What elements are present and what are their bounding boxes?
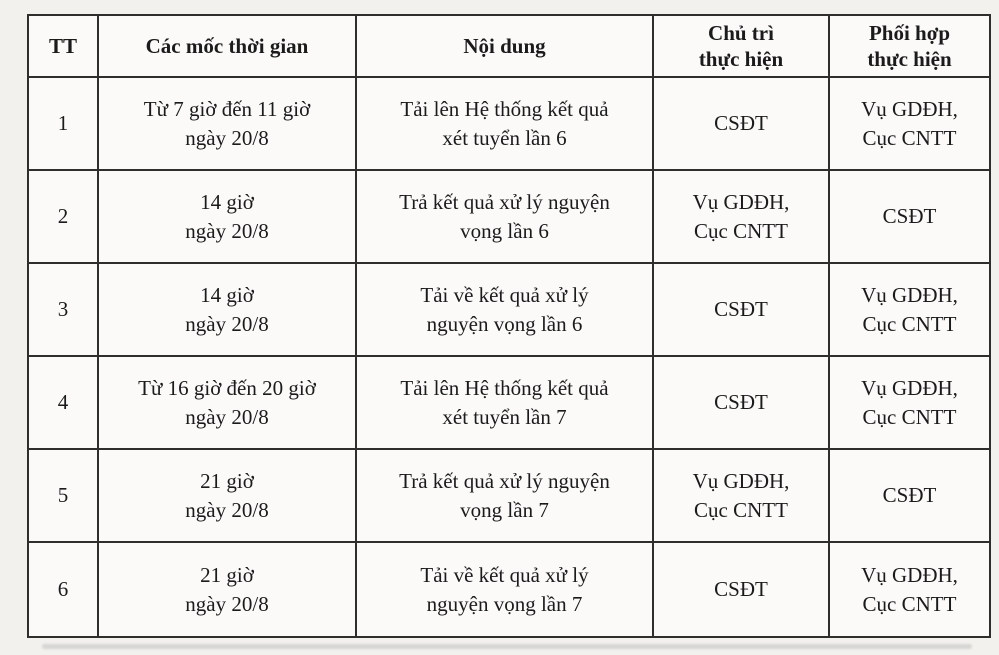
cell-lead: CSĐT [652,355,830,450]
table-header-row: TT Các mốc thời gian Nội dung Chủ trì th… [27,14,991,78]
cell-content: Tải về kết quả xử lý nguyện vọng lần 6 [355,262,654,357]
cell-lead: CSĐT [652,76,830,171]
table-row: 5 21 giờ ngày 20/8 Trả kết quả xử lý ngu… [27,448,991,543]
cell-content: Tải về kết quả xử lý nguyện vọng lần 7 [355,541,654,638]
header-cell-tt: TT [27,14,99,78]
header-cell-content: Nội dung [355,14,654,78]
cell-time: Từ 7 giờ đến 11 giờ ngày 20/8 [97,76,357,171]
cell-content: Trả kết quả xử lý nguyện vọng lần 7 [355,448,654,543]
cell-tt: 3 [27,262,99,357]
cell-support: Vụ GDĐH, Cục CNTT [828,76,991,171]
cell-time: 14 giờ ngày 20/8 [97,262,357,357]
cell-content: Trả kết quả xử lý nguyện vọng lần 6 [355,169,654,264]
cell-tt: 1 [27,76,99,171]
cell-time: 21 giờ ngày 20/8 [97,448,357,543]
schedule-table-container: TT Các mốc thời gian Nội dung Chủ trì th… [27,14,991,638]
cell-content: Tải lên Hệ thống kết quả xét tuyển lần 7 [355,355,654,450]
cell-tt: 5 [27,448,99,543]
cell-time: 14 giờ ngày 20/8 [97,169,357,264]
cell-tt: 4 [27,355,99,450]
table-row: 2 14 giờ ngày 20/8 Trả kết quả xử lý ngu… [27,169,991,264]
cell-lead: Vụ GDĐH, Cục CNTT [652,448,830,543]
table-row: 3 14 giờ ngày 20/8 Tải về kết quả xử lý … [27,262,991,357]
header-cell-support: Phối hợp thực hiện [828,14,991,78]
table-row: 4 Từ 16 giờ đến 20 giờ ngày 20/8 Tải lên… [27,355,991,450]
cell-content: Tải lên Hệ thống kết quả xét tuyển lần 6 [355,76,654,171]
table-row: 6 21 giờ ngày 20/8 Tải về kết quả xử lý … [27,541,991,638]
scan-shadow-line [42,644,972,649]
table-row: 1 Từ 7 giờ đến 11 giờ ngày 20/8 Tải lên … [27,76,991,171]
cell-lead: CSĐT [652,541,830,638]
cell-lead: Vụ GDĐH, Cục CNTT [652,169,830,264]
cell-support: Vụ GDĐH, Cục CNTT [828,355,991,450]
header-cell-lead: Chủ trì thực hiện [652,14,830,78]
cell-support: CSĐT [828,448,991,543]
cell-time: 21 giờ ngày 20/8 [97,541,357,638]
cell-tt: 2 [27,169,99,264]
cell-support: CSĐT [828,169,991,264]
cell-time: Từ 16 giờ đến 20 giờ ngày 20/8 [97,355,357,450]
cell-tt: 6 [27,541,99,638]
header-cell-time: Các mốc thời gian [97,14,357,78]
cell-support: Vụ GDĐH, Cục CNTT [828,262,991,357]
cell-support: Vụ GDĐH, Cục CNTT [828,541,991,638]
schedule-table: TT Các mốc thời gian Nội dung Chủ trì th… [27,14,991,638]
cell-lead: CSĐT [652,262,830,357]
